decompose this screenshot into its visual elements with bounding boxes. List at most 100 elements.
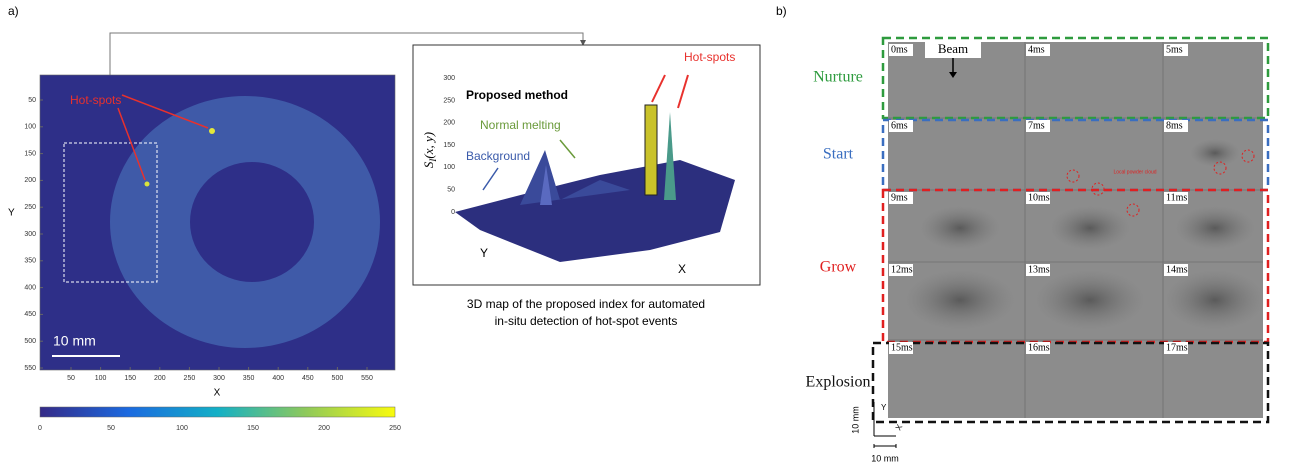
cloud-label: Local powder cloud [1113, 169, 1156, 175]
frame-label: 5ms [1166, 44, 1183, 55]
frame-label-bg [889, 264, 913, 276]
x-tick-label: 500 [332, 375, 344, 382]
frame-label: 17ms [1166, 342, 1188, 353]
frame-label: 10ms [1028, 192, 1050, 203]
connector [109, 32, 584, 75]
hotspot [209, 128, 215, 134]
scale-bar-label: 10 mm [53, 333, 96, 349]
x-tick-label: 400 [272, 375, 284, 382]
x-tick-label: 550 [361, 375, 373, 382]
scale-axes [873, 402, 897, 448]
arrow [121, 94, 209, 129]
inset-axis-label: Y [480, 246, 488, 260]
frame-label: 7ms [1028, 120, 1045, 131]
frame-label: 14ms [1166, 264, 1188, 275]
inset-annotation: Hot-spots [684, 50, 735, 64]
arrow [559, 139, 576, 159]
stage-label: Explosion [806, 374, 871, 391]
frame-label: 0ms [891, 44, 908, 55]
ring [110, 96, 380, 348]
scale-axis-label: X [894, 422, 905, 432]
arrow [651, 74, 666, 103]
x-tick-label: 150 [124, 375, 136, 382]
spike [644, 104, 658, 196]
arrow [117, 107, 146, 181]
frame-label-bg [1026, 342, 1050, 354]
frame-label: 4ms [1028, 44, 1045, 55]
z-symbol: S [421, 161, 436, 168]
colorbar-tick-label: 50 [107, 425, 115, 432]
panel-label: a) [8, 4, 19, 18]
colorbar-tick-label: 0 [38, 425, 42, 432]
inset-annotation: Background [466, 149, 530, 163]
y-tick-label: 100 [24, 124, 36, 131]
nurture-box [881, 36, 1270, 120]
stage-label: Start [823, 146, 854, 163]
frame-label: 8ms [1166, 120, 1183, 131]
y-tick-label: 50 [28, 97, 36, 104]
frame-label: 6ms [891, 120, 908, 131]
y-tick-label: 450 [24, 311, 36, 318]
frame-label-bg [889, 120, 913, 132]
frame-label-bg [1164, 120, 1188, 132]
z-tick-label: 300 [443, 75, 455, 82]
colorbar-tick-label: 150 [247, 425, 259, 432]
y-tick-label: 300 [24, 231, 36, 238]
stage-label: Nurture [813, 69, 863, 86]
hotspot [144, 181, 150, 187]
z-tick-label: 200 [443, 120, 455, 127]
frame-label: 9ms [891, 192, 908, 203]
annotation: Hot-spots [70, 93, 121, 107]
y-tick-label: 550 [24, 365, 36, 372]
x-tick-label: 250 [184, 375, 196, 382]
z-tick-label: 150 [443, 142, 455, 149]
inset-annotation: Proposed method [466, 88, 568, 102]
spike [540, 165, 552, 205]
frame-label-bg [1026, 264, 1050, 276]
z-tick-label: 0 [451, 209, 455, 216]
y-tick-label: 400 [24, 284, 36, 291]
inset-annotation: Normal melting [480, 118, 561, 132]
arrow [482, 167, 499, 191]
beam-arrow-head [949, 72, 957, 78]
frame-label-bg [1026, 192, 1050, 204]
arrow [677, 74, 689, 109]
y-tick-label: 500 [24, 338, 36, 345]
colorbar-tick-label: 250 [389, 425, 401, 432]
colorbar-tick-label: 200 [318, 425, 330, 432]
scale-label: 10 mm [871, 453, 899, 463]
frame-label-bg [1026, 120, 1050, 132]
y-tick-label: 150 [24, 150, 36, 157]
z-tick-label: 250 [443, 97, 455, 104]
craters [905, 139, 1265, 330]
frame-label: 11ms [1166, 192, 1187, 203]
scale-axis-label: Y [881, 403, 887, 412]
y-tick-label: 350 [24, 258, 36, 265]
y-tick-label: 200 [24, 177, 36, 184]
x-axis-label: X [214, 388, 221, 399]
x-tick-label: 350 [243, 375, 255, 382]
inset-axis-label: X [678, 262, 686, 276]
scale-label: 10 mm [850, 406, 860, 434]
frame-label: 13ms [1028, 264, 1050, 275]
frame-label-bg [889, 44, 913, 56]
arrow-head [580, 40, 586, 46]
z-tick-label: 50 [447, 187, 455, 194]
frame-label: 12ms [891, 264, 913, 275]
frame-label-bg [1164, 192, 1188, 204]
colorbar [39, 406, 396, 418]
z-axis-label: SI(x, y) [421, 132, 438, 168]
colorbar-tick-label: 100 [176, 425, 188, 432]
frame-label-bg [1164, 264, 1188, 276]
panel-label: b) [776, 4, 787, 18]
spike [664, 112, 676, 200]
frame-label-bg [1164, 342, 1188, 354]
explosion-box [871, 341, 1270, 424]
stage-label: Grow [820, 259, 857, 276]
frame-label-bg [1026, 44, 1050, 56]
z-args: (x, y) [421, 132, 436, 159]
y-tick-label: 250 [24, 204, 36, 211]
x-tick-label: 200 [154, 375, 166, 382]
x-tick-label: 50 [67, 375, 75, 382]
